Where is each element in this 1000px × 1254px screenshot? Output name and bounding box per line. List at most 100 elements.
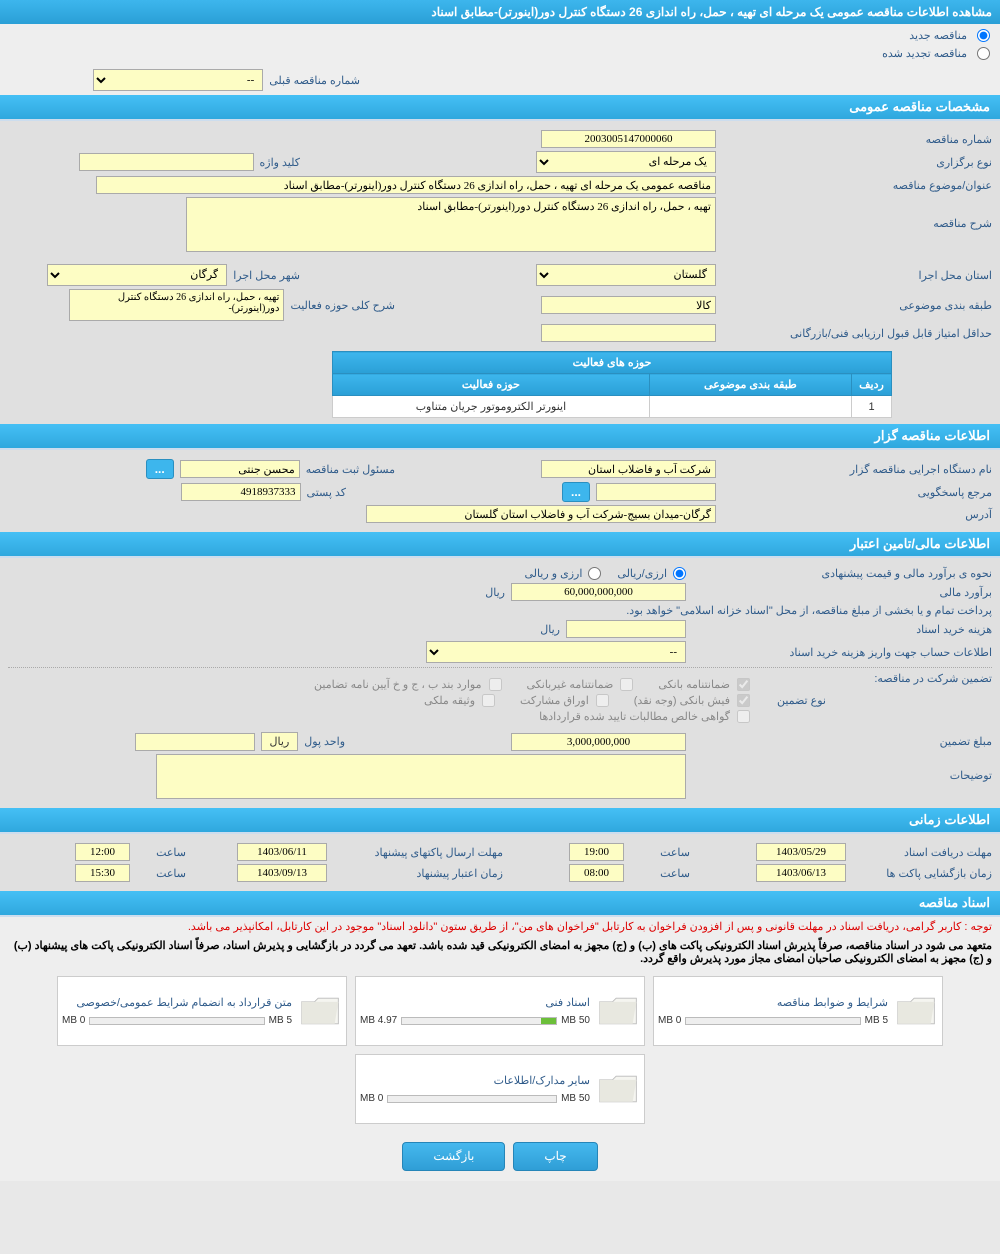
subject-label: عنوان/موضوع مناقصه [722, 179, 992, 192]
doc-used: 0 MB [62, 1015, 85, 1026]
exec-name-label: نام دستگاه اجرایی مناقصه گزار [722, 463, 992, 476]
radio-renewed-tender[interactable] [977, 47, 990, 60]
min-score-label: حداقل امتیاز قابل قبول ارزیابی فنی/بازرگ… [722, 327, 992, 340]
doc-card[interactable]: متن قرارداد به انضمام شرایط عمومی/خصوصی … [57, 976, 347, 1046]
folder-icon [596, 1067, 640, 1111]
doc-price-input[interactable] [566, 620, 686, 638]
doc-title: متن قرارداد به انضمام شرایط عمومی/خصوصی [62, 996, 292, 1009]
cb-cash [737, 694, 750, 707]
radio-currency[interactable] [588, 567, 601, 580]
doc-title: سایر مدارک/اطلاعات [360, 1074, 590, 1087]
account-select[interactable]: -- [426, 641, 686, 663]
radio-new-label: مناقصه جدید [909, 29, 967, 42]
validity-time [75, 864, 130, 882]
section-organizer-header: اطلاعات مناقصه گزار [0, 424, 1000, 450]
radio-rial[interactable] [673, 567, 686, 580]
account-label: اطلاعات حساب جهت واریز هزینه خرید اسناد [692, 646, 992, 659]
submit-time-label: ساعت [136, 846, 186, 859]
estimate-unit: ریال [485, 586, 505, 599]
notes-textarea[interactable] [156, 754, 686, 799]
folder-icon [894, 989, 938, 1033]
price-method-label: نحوه ی برآورد مالی و قیمت پیشنهادی [692, 567, 992, 580]
prev-tender-select[interactable]: -- [93, 69, 263, 91]
doc-price-label: هزینه خرید اسناد [692, 623, 992, 636]
category-input [541, 296, 716, 314]
doc-title: اسناد فنی [360, 996, 590, 1009]
notes-label: توضیحات [692, 754, 992, 782]
doc-price-unit: ریال [540, 623, 560, 636]
reg-officer-more-button[interactable]: ... [146, 459, 174, 479]
cb-bonds [596, 694, 609, 707]
doc-max: 5 MB [269, 1015, 292, 1026]
cb-bylaw [489, 678, 502, 691]
type-label: نوع برگزاری [722, 156, 992, 169]
docs-bold-note: متعهد می شود در اسناد مناقصه، صرفاً پذیر… [0, 936, 1000, 968]
exec-name-input [541, 460, 716, 478]
doc-used: 0 MB [658, 1015, 681, 1026]
doc-title: شرایط و ضوابط مناقصه [658, 996, 888, 1009]
activity-area-text: تهیه ، حمل، راه اندازی 26 دستگاه کنترل د… [69, 289, 284, 321]
cb-receivables-label: گواهی خالص مطالبات تایید شده قراردادها [539, 710, 730, 723]
tender-no-label: شماره مناقصه [722, 133, 992, 146]
cb-bonds-label: اوراق مشارکت [520, 694, 589, 707]
quota-bar [401, 1017, 557, 1025]
guarantee-amount-label: مبلغ تضمین [692, 735, 992, 748]
currency-extra-input[interactable] [135, 733, 255, 751]
cb-property-label: وثیقه ملکی [424, 694, 475, 707]
subject-input [96, 176, 716, 194]
keyword-input[interactable] [79, 153, 254, 171]
guarantee-type-label: نوع تضمین [756, 694, 826, 707]
receive-label: مهلت دریافت اسناد [852, 846, 992, 859]
receive-time-label: ساعت [630, 846, 690, 859]
doc-card[interactable]: اسناد فنی 50 MB 4.97 MB [355, 976, 645, 1046]
validity-label: زمان اعتبار پیشنهاد [333, 867, 503, 880]
activity-table: حوزه های فعالیت ردیف طبقه بندی موضوعی حو… [332, 351, 892, 418]
type-select[interactable]: یک مرحله ای [536, 151, 716, 173]
cb-bylaw-label: موارد بند ب ، ج و خ آیین نامه تضامین [314, 678, 481, 691]
treasury-note: پرداخت تمام و یا بخشی از مبلغ مناقصه، از… [626, 604, 992, 617]
contact-more-button[interactable]: ... [562, 482, 590, 502]
desc-label: شرح مناقصه [722, 197, 992, 230]
th-row: ردیف [852, 374, 892, 396]
city-select[interactable]: گرگان [47, 264, 227, 286]
section-time-header: اطلاعات زمانی [0, 808, 1000, 834]
receive-time [569, 843, 624, 861]
tender-no-input [541, 130, 716, 148]
address-input [366, 505, 716, 523]
submit-date [237, 843, 327, 861]
cb-cash-label: فیش بانکی (وجه نقد) [634, 694, 730, 707]
cb-bank-guarantee [737, 678, 750, 691]
contact-input[interactable] [596, 483, 716, 501]
validity-time-label: ساعت [136, 867, 186, 880]
radio-rial-label: ارزی/ریالی [617, 567, 667, 580]
activity-table-title: حوزه های فعالیت [333, 352, 892, 374]
section-docs-header: اسناد مناقصه [0, 891, 1000, 917]
radio-renewed-label: مناقصه تجدید شده [882, 47, 967, 60]
province-select[interactable]: گلستان [536, 264, 716, 286]
city-label: شهر محل اجرا [233, 269, 300, 282]
validity-date [237, 864, 327, 882]
docs-red-note: توجه : کاربر گرامی، دریافت اسناد در مهلت… [0, 917, 1000, 936]
reg-officer-label: مسئول ثبت مناقصه [306, 463, 395, 476]
back-button[interactable]: بازگشت [402, 1142, 505, 1171]
open-time-label: ساعت [630, 867, 690, 880]
section-general-header: مشخصات مناقصه عمومی [0, 95, 1000, 121]
estimate-input [511, 583, 686, 601]
guarantee-amount-input [511, 733, 686, 751]
th-cat: طبقه بندی موضوعی [649, 374, 851, 396]
estimate-label: برآورد مالی [692, 586, 992, 599]
radio-new-tender[interactable] [977, 29, 990, 42]
print-button[interactable]: چاپ [513, 1142, 597, 1171]
quota-bar [685, 1017, 860, 1025]
page-title: مشاهده اطلاعات مناقصه عمومی یک مرحله ای … [0, 0, 1000, 24]
postcode-label: کد پستی [307, 486, 346, 499]
doc-card[interactable]: سایر مدارک/اطلاعات 50 MB 0 MB [355, 1054, 645, 1124]
section-financial-header: اطلاعات مالی/تامین اعتبار [0, 532, 1000, 558]
cb-property [482, 694, 495, 707]
min-score-input[interactable] [541, 324, 716, 342]
cb-receivables [737, 710, 750, 723]
table-row: 1اینورتر الکتروموتور جریان متناوب [333, 396, 892, 418]
doc-card[interactable]: شرایط و ضوابط مناقصه 5 MB 0 MB [653, 976, 943, 1046]
submit-time [75, 843, 130, 861]
prev-tender-label: شماره مناقصه قبلی [269, 74, 360, 87]
